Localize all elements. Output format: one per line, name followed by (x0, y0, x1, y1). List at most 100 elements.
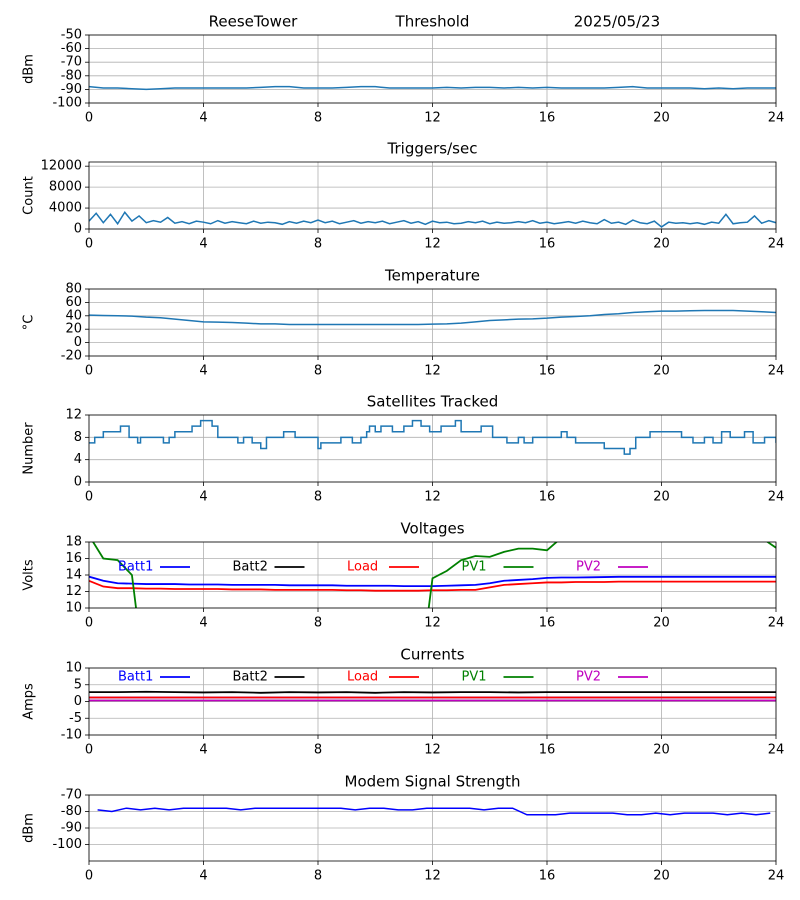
x-tick-label: 12 (424, 237, 441, 252)
x-tick-label: 12 (424, 869, 441, 884)
legend-label: PV1 (462, 560, 487, 575)
y-axis-label: dBm (22, 54, 37, 84)
x-tick-label: 4 (199, 743, 207, 758)
y-tick-label: -70 (61, 788, 82, 803)
y-tick-label: 5 (74, 677, 82, 692)
x-tick-label: 20 (653, 490, 670, 505)
y-tick-label: 0 (74, 335, 82, 350)
x-tick-label: 8 (314, 616, 322, 631)
legend-label: Batt2 (233, 560, 268, 575)
chart-title: Satellites Tracked (367, 393, 498, 411)
y-axis-label: Volts (22, 559, 37, 591)
y-tick-label: 4 (74, 452, 82, 467)
x-tick-label: 20 (653, 869, 670, 884)
x-tick-label: 20 (653, 743, 670, 758)
x-tick-label: 8 (314, 743, 322, 758)
y-tick-label: 12 (65, 584, 82, 599)
x-tick-label: 24 (768, 616, 785, 631)
y-tick-label: -90 (61, 82, 82, 97)
y-tick-label: 0 (74, 222, 82, 237)
y-tick-label: -80 (61, 68, 82, 83)
y-axis-label: Number (22, 422, 37, 475)
x-tick-label: 0 (85, 111, 93, 126)
y-tick-label: -5 (69, 711, 82, 726)
x-tick-label: 20 (653, 237, 670, 252)
x-tick-label: 4 (199, 869, 207, 884)
chart-title: Threshold (395, 13, 470, 31)
y-tick-label: 12000 (41, 159, 82, 174)
x-tick-label: 4 (199, 616, 207, 631)
x-tick-label: 8 (314, 111, 322, 126)
plot-area (97, 807, 771, 816)
header-text: ReeseTower (209, 13, 299, 31)
x-tick-label: 0 (85, 743, 93, 758)
x-tick-label: 24 (768, 743, 785, 758)
legend-label: Batt2 (233, 670, 268, 685)
x-tick-label: 0 (85, 490, 93, 505)
y-tick-label: 40 (65, 308, 82, 323)
y-axis-label: °C (22, 315, 37, 331)
y-tick-label: 20 (65, 322, 82, 337)
axes-frame (88, 667, 777, 736)
y-tick-label: 0 (74, 694, 82, 709)
axes-frame (88, 541, 777, 609)
axes-frame (88, 34, 777, 104)
x-tick-label: 16 (539, 111, 556, 126)
axes-frame (88, 414, 777, 483)
x-tick-label: 0 (85, 869, 93, 884)
data-line (89, 579, 776, 592)
data-line (89, 690, 776, 694)
x-tick-label: 24 (768, 364, 785, 379)
chart-title: Currents (400, 646, 464, 664)
y-axis-label: Count (22, 176, 37, 215)
plot-area (89, 210, 776, 228)
data-line (97, 807, 771, 816)
data-line (89, 85, 776, 91)
y-tick-label: -10 (61, 728, 82, 743)
x-tick-label: 8 (314, 869, 322, 884)
y-tick-label: -100 (52, 96, 82, 111)
legend-label: PV2 (576, 670, 601, 685)
x-tick-label: 20 (653, 616, 670, 631)
chart-title: Temperature (384, 267, 480, 285)
y-tick-label: 16 (65, 551, 82, 566)
x-tick-label: 0 (85, 616, 93, 631)
x-tick-label: 0 (85, 237, 93, 252)
x-tick-label: 12 (424, 616, 441, 631)
y-tick-label: -60 (61, 41, 82, 56)
x-tick-label: 8 (314, 237, 322, 252)
y-tick-label: -80 (61, 804, 82, 819)
legend-label: PV2 (576, 560, 601, 575)
y-axis-label: Amps (22, 683, 37, 720)
y-tick-label: 10 (65, 601, 82, 616)
x-tick-label: 8 (314, 490, 322, 505)
legend-label: Load (347, 560, 378, 575)
x-tick-label: 0 (85, 364, 93, 379)
y-tick-label: 14 (65, 568, 82, 583)
y-tick-label: 60 (65, 295, 82, 310)
y-tick-label: -70 (61, 55, 82, 70)
data-line (89, 575, 776, 588)
plot-area (89, 542, 776, 608)
x-tick-label: 24 (768, 869, 785, 884)
plot-area (89, 690, 776, 702)
y-tick-label: -90 (61, 821, 82, 836)
y-tick-label: 4000 (49, 201, 82, 216)
legend-label: Batt1 (118, 560, 153, 575)
plot-area (89, 419, 776, 455)
axes-frame (88, 794, 777, 862)
x-tick-label: 12 (424, 743, 441, 758)
x-tick-label: 12 (424, 490, 441, 505)
y-tick-label: 18 (65, 535, 82, 550)
y-tick-label: -50 (61, 28, 82, 43)
data-line (92, 542, 776, 608)
plot-area (89, 309, 776, 326)
data-line (89, 309, 776, 326)
x-tick-label: 16 (539, 364, 556, 379)
data-line (89, 210, 776, 228)
y-tick-label: 80 (65, 282, 82, 297)
axes-frame (88, 161, 777, 230)
y-tick-label: 12 (65, 408, 82, 423)
y-axis-label: dBm (22, 813, 37, 843)
